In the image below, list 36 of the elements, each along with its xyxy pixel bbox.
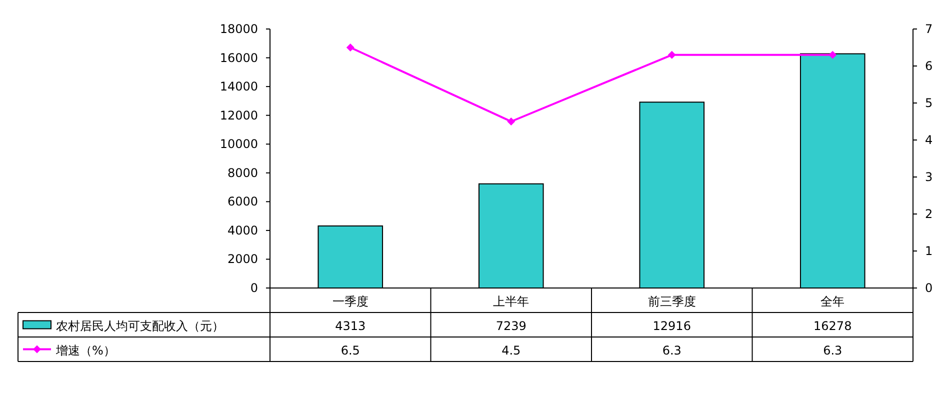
y-tick-label: 16000 xyxy=(220,50,258,65)
data-label: 12916 xyxy=(652,318,691,333)
data-label: 4.5 xyxy=(502,343,521,358)
y2-tick-label: 6 xyxy=(925,59,933,73)
y-tick-label: 4000 xyxy=(227,223,258,238)
y2-tick-label: 3 xyxy=(925,170,933,184)
y-tick-label: 14000 xyxy=(220,80,258,94)
y-tick-label: 0 xyxy=(250,281,258,295)
data-label: 6.5 xyxy=(340,343,360,358)
y-tick-label: 18000 xyxy=(220,22,258,36)
y2-tick-label: 5 xyxy=(925,96,933,110)
legend-label: 农村居民人均可支配收入（元） xyxy=(56,318,224,333)
data-label: 4313 xyxy=(335,318,366,333)
x-tick-label: 一季度 xyxy=(332,294,368,308)
y2-tick-label: 7 xyxy=(925,22,933,36)
point xyxy=(507,118,516,126)
point xyxy=(668,50,676,59)
point xyxy=(828,50,837,59)
data-label: 6.3 xyxy=(823,343,842,358)
y2-tick-label: 1 xyxy=(925,244,933,258)
y-tick-label: 10000 xyxy=(220,137,258,152)
y-tick-label: 6000 xyxy=(227,194,258,209)
y2-tick-label: 2 xyxy=(925,207,933,221)
y-tick-label: 2000 xyxy=(227,252,258,266)
y2-tick-label: 0 xyxy=(925,281,933,295)
legend-label: 增速（%） xyxy=(55,343,116,358)
y-tick-label: 12000 xyxy=(220,108,258,122)
data-label: 7239 xyxy=(496,318,526,333)
point xyxy=(346,44,354,52)
x-tick-label: 上半年 xyxy=(493,294,530,308)
x-tick-label: 全年 xyxy=(820,294,845,308)
data-label: 6.3 xyxy=(662,343,682,358)
y-tick-label: 8000 xyxy=(227,166,258,180)
data-label: 16278 xyxy=(814,318,852,333)
y2-tick-label: 4 xyxy=(925,133,933,147)
x-tick-label: 前三季度 xyxy=(648,294,696,308)
